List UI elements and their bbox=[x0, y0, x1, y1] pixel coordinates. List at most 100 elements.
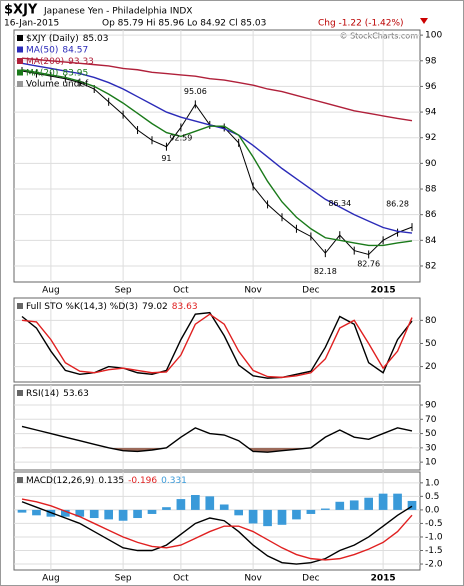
y-tick-label: -1.5 bbox=[425, 546, 443, 556]
shaded-area bbox=[108, 447, 311, 453]
x-tick-label: Nov bbox=[244, 286, 262, 296]
histogram-bar bbox=[118, 509, 128, 521]
histogram-bar bbox=[219, 504, 229, 510]
x-tick-label: Sep bbox=[115, 286, 132, 296]
histogram-bar bbox=[335, 501, 345, 510]
quote-date: 16-Jan-2015 bbox=[4, 19, 59, 29]
series-line bbox=[21, 311, 413, 379]
quote: Op 85.79 Hi 85.96 Lo 84.92 Cl 85.03 bbox=[102, 19, 266, 29]
histogram-bar bbox=[378, 493, 388, 510]
histogram-bar bbox=[364, 497, 373, 510]
legend-swatch bbox=[17, 58, 23, 64]
histogram-bar bbox=[263, 509, 272, 527]
y-tick-label: 86 bbox=[425, 210, 437, 220]
panel-value: 53.63 bbox=[63, 389, 89, 399]
panel-swatch bbox=[17, 390, 23, 396]
y-tick-label: 80 bbox=[425, 316, 437, 326]
panel-swatch bbox=[17, 477, 23, 483]
panel-name: Full STO %K(14,3) %D(3) bbox=[26, 302, 138, 312]
series-line bbox=[21, 501, 413, 565]
histogram-bar bbox=[17, 509, 27, 513]
panel-swatch bbox=[17, 303, 23, 309]
panel-value: 0.135 bbox=[98, 476, 124, 486]
legend-label: MA(200) 93.33 bbox=[26, 57, 94, 67]
y-tick-label: 84 bbox=[425, 236, 437, 246]
panel-title: RSI(14) 53.63 bbox=[26, 389, 89, 399]
x-tick-label: Aug bbox=[42, 286, 60, 296]
legend-label: MA(50) 84.57 bbox=[26, 45, 88, 55]
panel-frame bbox=[13, 384, 421, 471]
legend-label: MA(20) 83.95 bbox=[26, 68, 88, 78]
histogram-bar bbox=[393, 493, 402, 510]
symbol: $XJY bbox=[4, 3, 38, 18]
legend-name: MA(200) bbox=[26, 57, 64, 67]
panel-title: Full STO %K(14,3) %D(3) 79.02 83.63 bbox=[26, 302, 198, 312]
y-tick-label: -0.5 bbox=[425, 519, 443, 529]
x-tick-label: Sep bbox=[115, 574, 132, 584]
histogram-bar bbox=[191, 495, 200, 510]
legend-value: 83.95 bbox=[62, 68, 88, 78]
histogram-bar bbox=[32, 509, 41, 516]
watermark: © StockCharts.com bbox=[340, 32, 419, 41]
legend-name: MA(20) bbox=[26, 68, 58, 78]
x-tick-label: Aug bbox=[42, 574, 60, 584]
histogram-bar bbox=[89, 509, 99, 519]
down-arrow bbox=[420, 18, 428, 24]
y-tick-label: 88 bbox=[425, 185, 437, 195]
series-line bbox=[21, 425, 413, 453]
x-tick-label: Dec bbox=[302, 574, 319, 584]
histogram-bar bbox=[234, 509, 243, 516]
series-line bbox=[21, 57, 413, 122]
x-tick-label: 2015 bbox=[371, 574, 396, 584]
annotation: 82.18 bbox=[314, 267, 337, 276]
legend-label: Volume undef bbox=[26, 80, 89, 90]
histogram-bar bbox=[75, 509, 85, 517]
y-tick-label: 30 bbox=[425, 443, 437, 453]
legend-value: 93.33 bbox=[68, 57, 94, 67]
y-tick-label: 90 bbox=[425, 401, 437, 411]
panel-name: RSI(14) bbox=[26, 389, 59, 399]
annotation: 91 bbox=[161, 154, 171, 163]
histogram-bar bbox=[133, 509, 142, 519]
legend-swatch bbox=[17, 46, 23, 53]
histogram-bar bbox=[104, 509, 113, 520]
change: Chg -1.22 (-1.42%) bbox=[318, 19, 404, 29]
y-tick-label: 1.0 bbox=[425, 478, 440, 488]
x-tick-label: Oct bbox=[173, 286, 189, 296]
panel-frame bbox=[13, 29, 421, 283]
security-name: Japanese Yen - Philadelphia INDX bbox=[43, 7, 192, 17]
y-tick-label: 0.0 bbox=[425, 505, 440, 515]
histogram-bar bbox=[407, 500, 417, 510]
series-line bbox=[21, 498, 413, 561]
annotation: 82.76 bbox=[357, 260, 380, 269]
histogram-bar bbox=[349, 500, 359, 510]
histogram-bar bbox=[147, 509, 157, 514]
y-tick-label: 92 bbox=[425, 133, 436, 143]
y-tick-label: 98 bbox=[425, 56, 437, 66]
y-tick-label: 70 bbox=[425, 415, 437, 425]
y-tick-label: 50 bbox=[425, 429, 437, 439]
histogram-bar bbox=[277, 509, 287, 525]
panel-frame bbox=[13, 297, 421, 383]
histogram-bar bbox=[61, 509, 70, 517]
y-tick-label: 100 bbox=[425, 31, 442, 41]
panel-name: MACD(12,26,9) bbox=[26, 476, 94, 486]
panel-value: 83.63 bbox=[172, 302, 198, 312]
y-tick-label: 0.5 bbox=[425, 492, 439, 502]
histogram-bar bbox=[321, 508, 330, 510]
y-tick-label: -1.0 bbox=[425, 532, 443, 542]
panel-value: -0.196 bbox=[128, 476, 157, 486]
histogram-bar bbox=[248, 509, 258, 524]
y-tick-label: 90 bbox=[425, 159, 437, 169]
x-tick-label: Oct bbox=[173, 574, 189, 584]
legend-value: 85.03 bbox=[83, 34, 109, 44]
legend-label: $XJY (Daily) 85.03 bbox=[26, 34, 108, 44]
y-tick-label: 50 bbox=[425, 339, 437, 349]
histogram-bar bbox=[292, 509, 301, 520]
annotation: 86.28 bbox=[386, 200, 409, 209]
y-tick-label: 94 bbox=[425, 108, 437, 118]
legend-swatch bbox=[17, 35, 23, 41]
panel-value: 79.02 bbox=[142, 302, 168, 312]
panel-frame bbox=[13, 471, 421, 571]
annotation: 86.34 bbox=[328, 199, 351, 208]
